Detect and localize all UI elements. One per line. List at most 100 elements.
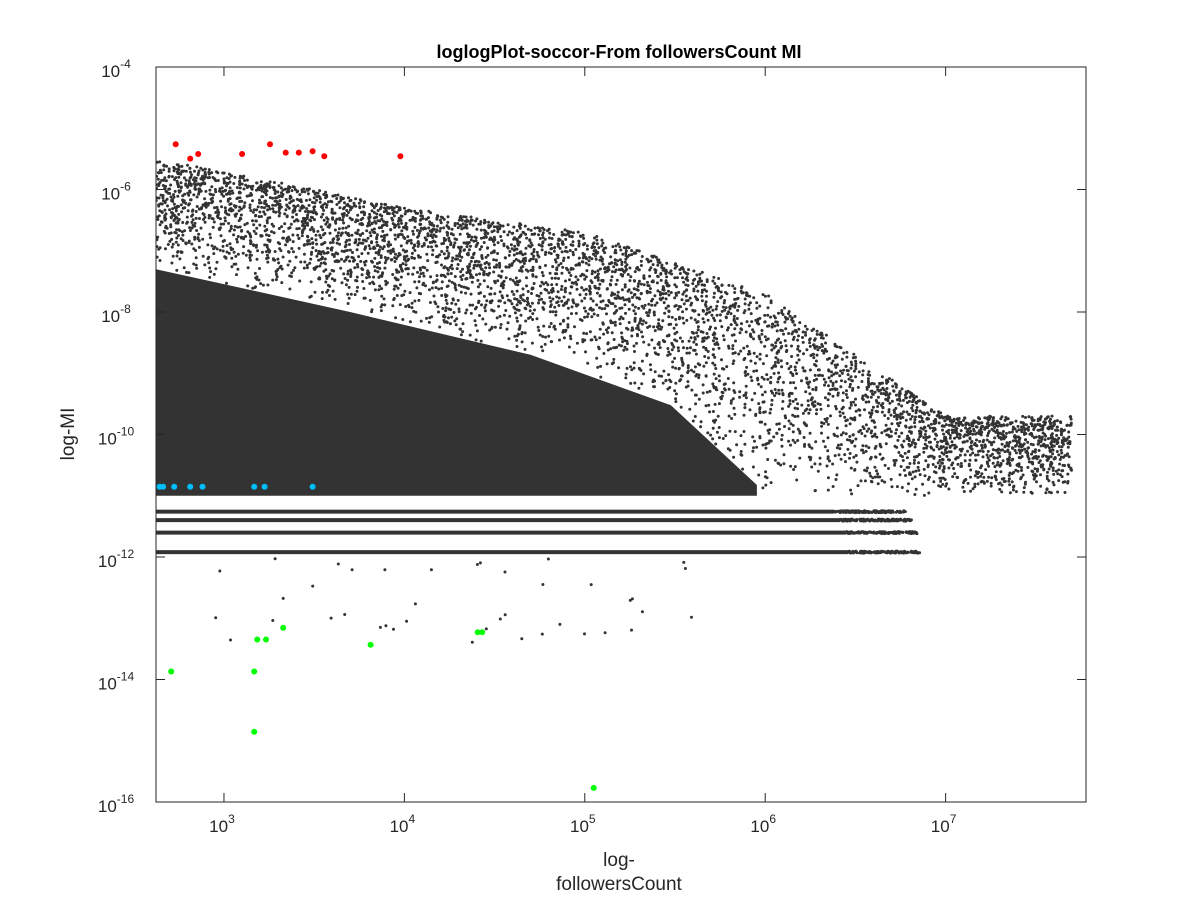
scatter-point (668, 378, 672, 382)
scatter-point (308, 218, 312, 222)
scatter-point (214, 267, 218, 271)
scatter-point (673, 389, 677, 393)
scatter-point (176, 172, 180, 176)
scatter-point (542, 228, 546, 232)
scatter-point (221, 171, 225, 175)
scatter-point (801, 366, 805, 370)
band-point (896, 530, 900, 534)
scatter-point (1026, 440, 1030, 444)
scatter-point (162, 168, 166, 172)
scatter-point (609, 278, 613, 282)
scatter-point (284, 198, 288, 201)
scatter-point (171, 211, 175, 215)
scatter-point (457, 283, 461, 287)
scatter-point (474, 323, 478, 327)
scatter-point (584, 275, 588, 279)
scatter-point (1025, 449, 1029, 453)
scatter-point (255, 181, 259, 185)
scatter-point (762, 377, 766, 381)
scatter-point (531, 273, 535, 277)
scatter-point (720, 309, 724, 313)
scatter-point (568, 291, 572, 295)
scatter-point (557, 277, 560, 280)
scatter-point (633, 270, 637, 274)
scatter-point (396, 254, 400, 258)
scatter-point (450, 227, 454, 231)
scatter-point (514, 247, 517, 251)
band-point (845, 530, 849, 534)
scatter-point (667, 333, 671, 337)
scatter-point (393, 260, 397, 263)
scatter-point (462, 215, 466, 219)
scatter-point (163, 176, 167, 180)
scatter-point (995, 463, 999, 467)
scatter-point (515, 319, 519, 323)
scatter-point (596, 269, 600, 273)
scatter-point (706, 318, 710, 322)
scatter-point (733, 305, 737, 309)
scatter-point (290, 189, 294, 193)
scatter-point (1024, 423, 1028, 427)
scatter-point (685, 318, 689, 322)
scatter-point (1024, 416, 1027, 419)
scatter-point (316, 252, 320, 256)
scatter-point (781, 400, 785, 403)
scatter-point (634, 312, 637, 316)
scatter-point (876, 472, 880, 476)
scatter-point (1030, 461, 1034, 465)
scatter-point (235, 186, 239, 190)
scatter-point (382, 297, 386, 301)
scatter-point (380, 272, 384, 276)
scatter-point (870, 435, 874, 438)
scatter-point (419, 210, 423, 213)
scatter-point (744, 393, 747, 397)
scatter-point (933, 418, 937, 422)
scatter-point (501, 286, 505, 290)
scatter-point (727, 283, 731, 287)
scatter-point (253, 271, 257, 275)
scatter-point (864, 423, 868, 427)
scatter-point (1018, 456, 1022, 460)
scatter-point (177, 165, 181, 169)
scatter-point (354, 197, 358, 201)
scatter-point (375, 212, 379, 216)
scatter-point (769, 439, 773, 443)
scatter-point (429, 275, 433, 279)
scatter-point (332, 269, 336, 273)
scatter-point (586, 361, 590, 365)
scatter-point (176, 221, 180, 225)
scatter-point (838, 374, 842, 378)
scatter-point (816, 402, 820, 406)
scatter-point (248, 253, 252, 257)
scatter-point (478, 247, 482, 251)
scatter-point (668, 352, 672, 356)
scatter-point (838, 414, 842, 418)
scatter-point (681, 316, 685, 320)
scatter-point (643, 303, 647, 307)
scatter-point (796, 427, 800, 431)
scatter-point (793, 465, 797, 469)
scatter-point (163, 201, 167, 205)
scatter-point (186, 209, 190, 213)
scatter-point (793, 441, 797, 444)
scatter-point (565, 266, 568, 270)
scatter-point (158, 168, 162, 172)
scatter-point (658, 346, 662, 350)
scatter-point (689, 346, 692, 350)
scatter-point (673, 266, 677, 270)
scatter-point (711, 308, 715, 312)
scatter-point (288, 274, 292, 278)
scatter-point (680, 374, 684, 378)
scatter-point (294, 218, 298, 222)
scatter-point (880, 479, 884, 483)
scatter-point (836, 363, 839, 367)
scatter-point (715, 313, 719, 317)
scatter-point (905, 456, 909, 460)
scatter-point (274, 210, 278, 214)
scatter-point (742, 311, 746, 315)
scatter-point (806, 403, 810, 407)
scatter-point (657, 374, 661, 378)
scatter-point (836, 434, 839, 438)
scatter-point (367, 244, 371, 248)
scatter-point (748, 301, 752, 305)
